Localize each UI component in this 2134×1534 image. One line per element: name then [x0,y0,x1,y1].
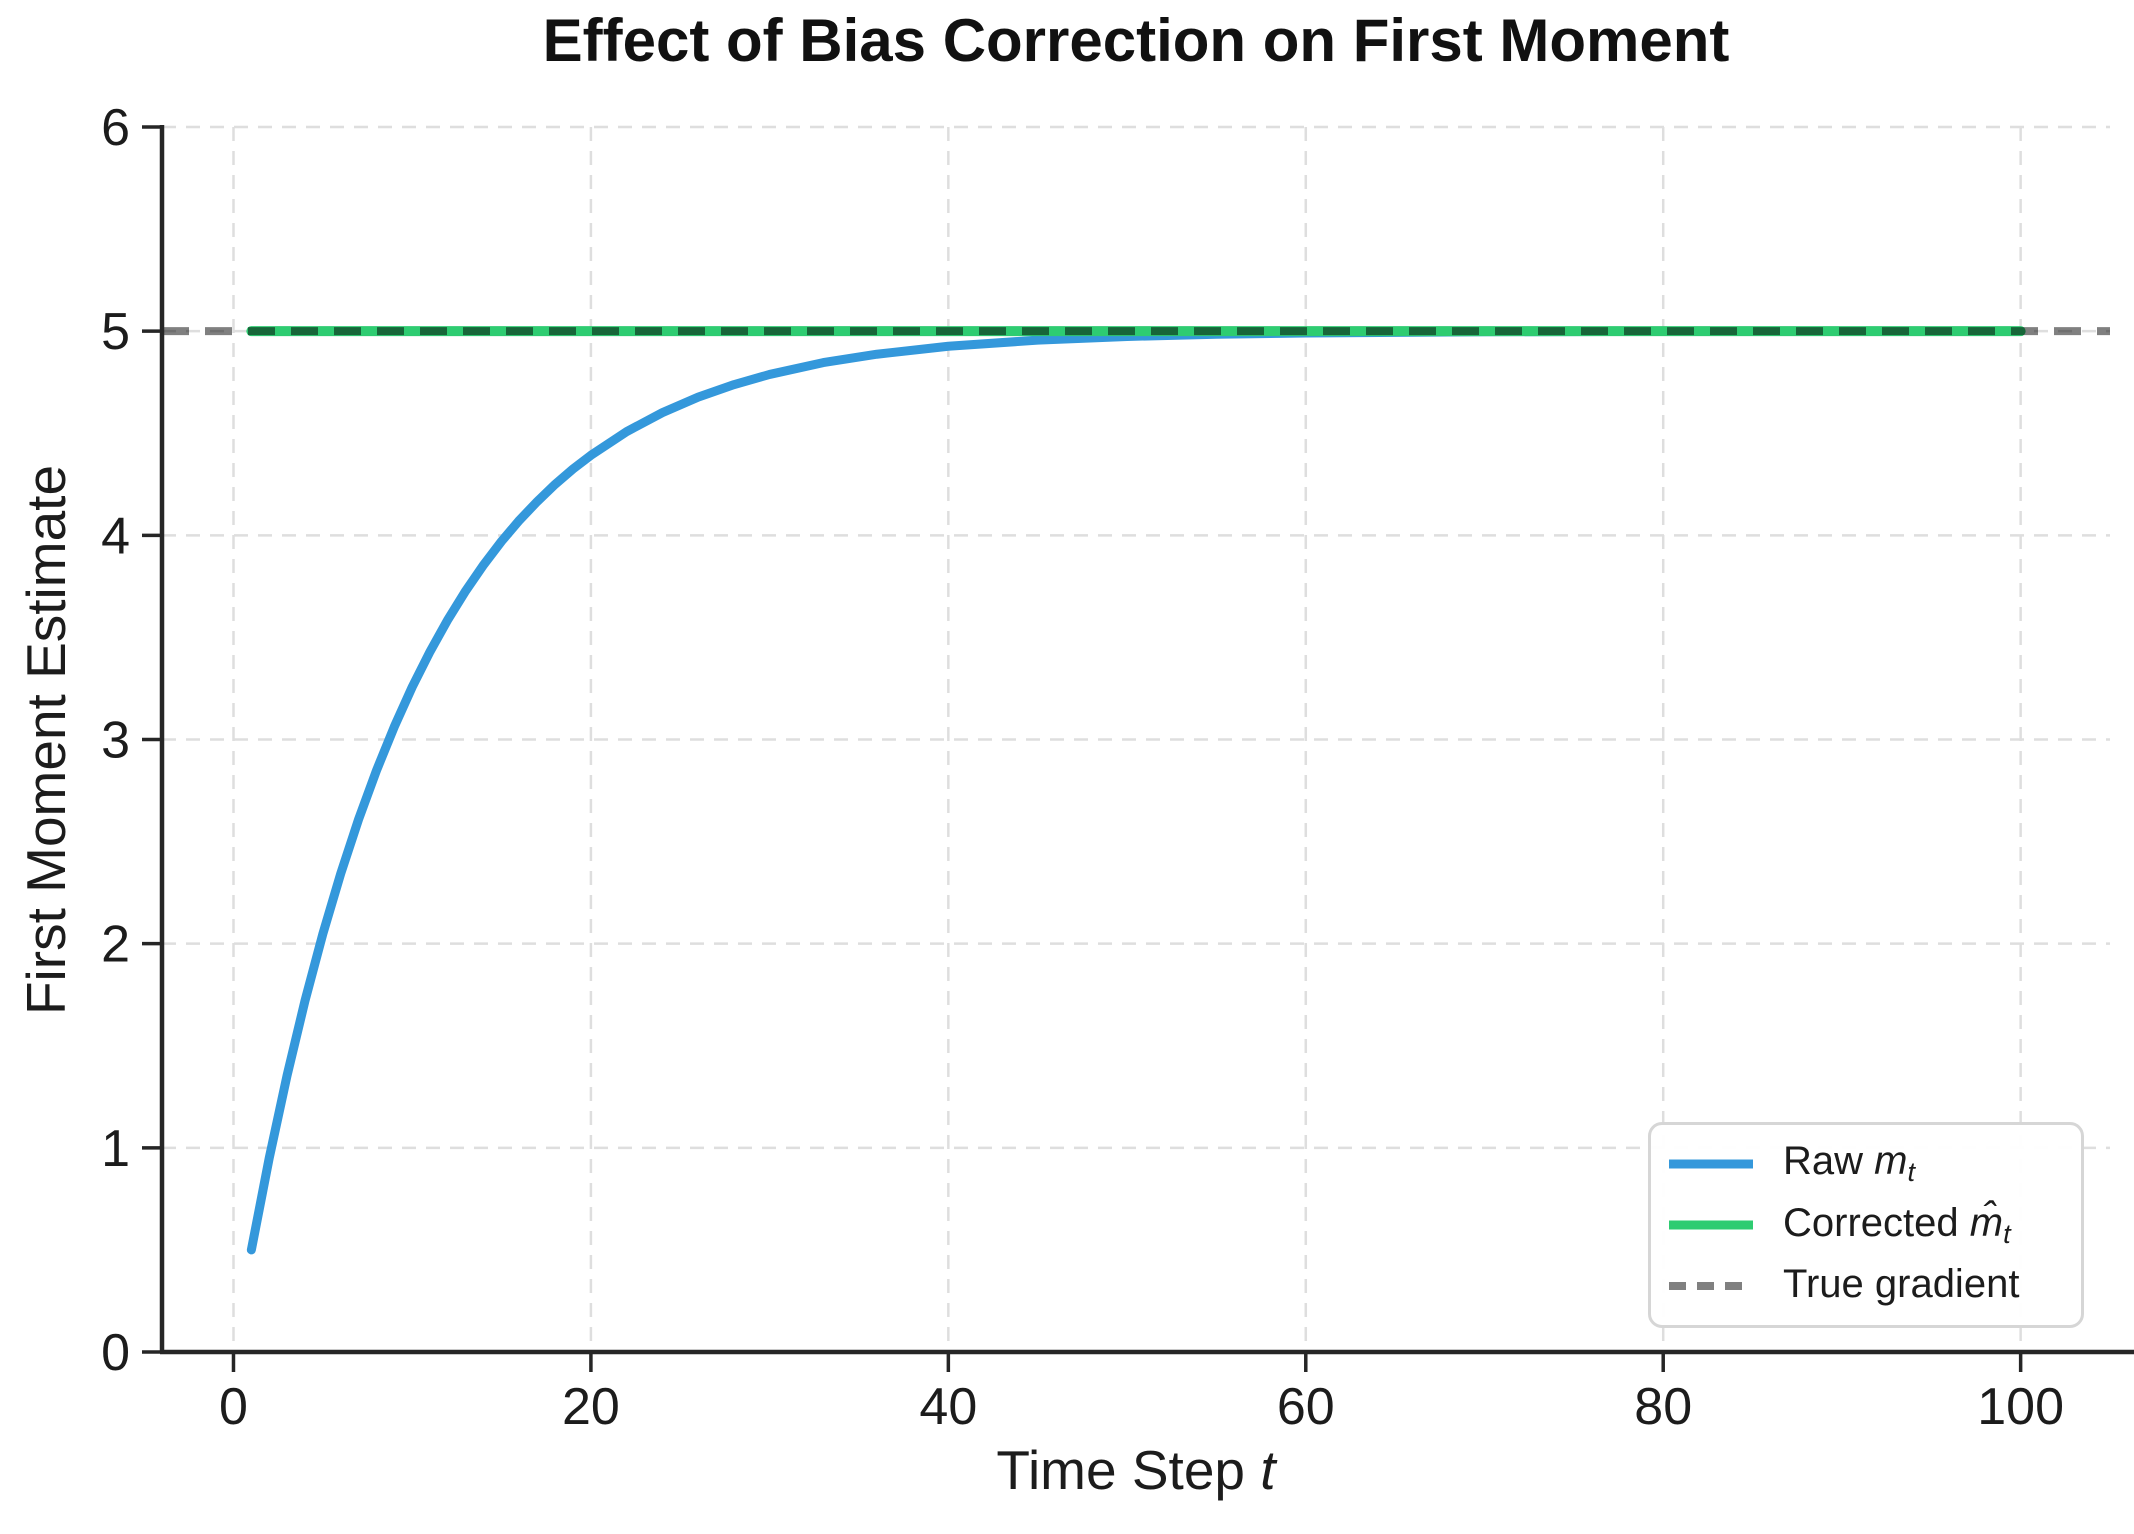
x-tick-label-20: 20 [562,1378,620,1436]
legend-label-true-gradient: True gradient [1783,1261,2020,1306]
y-tick-label-3: 3 [101,712,130,770]
x-tick-label-100: 100 [1977,1378,2064,1436]
series-raw-mt [246,326,2026,1255]
y-tick-label-5: 5 [101,303,130,361]
x-tick-label-60: 60 [1277,1378,1335,1436]
x-axis-label: Time Step t [162,1438,2110,1502]
y-tick-label-6: 6 [101,99,130,157]
y-tick-label-4: 4 [101,507,130,565]
legend-label-raw: Raw mt [1783,1139,1916,1188]
chart-title: Effect of Bias Correction on First Momen… [542,7,1730,74]
x-tick-label-40: 40 [919,1378,977,1436]
legend-item-raw: Raw mt [1665,1139,2081,1188]
legend-label-corrected: Corrected m̂t [1783,1200,2011,1249]
x-tick-label-0: 0 [219,1378,248,1436]
legend-item-corrected: Corrected m̂t [1665,1201,2081,1250]
y-tick-label-1: 1 [101,1120,130,1178]
x-axis-label-var: t [1260,1439,1276,1501]
legend-swatch-true-gradient-line [1669,1282,1753,1291]
legend-item-true-gradient: True gradient [1665,1262,2081,1311]
x-axis-label-text: Time Step [996,1439,1246,1501]
legend-swatch-corrected-line [1669,1220,1753,1230]
x-tick-label-80: 80 [1634,1378,1692,1436]
legend: Raw mt Corrected m̂t True gradient [1648,1122,2084,1328]
y-tick-label-2: 2 [101,916,130,974]
legend-swatch-raw-line [1669,1159,1753,1169]
x-axis-label-space [1245,1439,1260,1501]
y-axis-label: First Moment Estimate [15,464,77,1016]
y-tick-label-0: 0 [101,1324,130,1382]
